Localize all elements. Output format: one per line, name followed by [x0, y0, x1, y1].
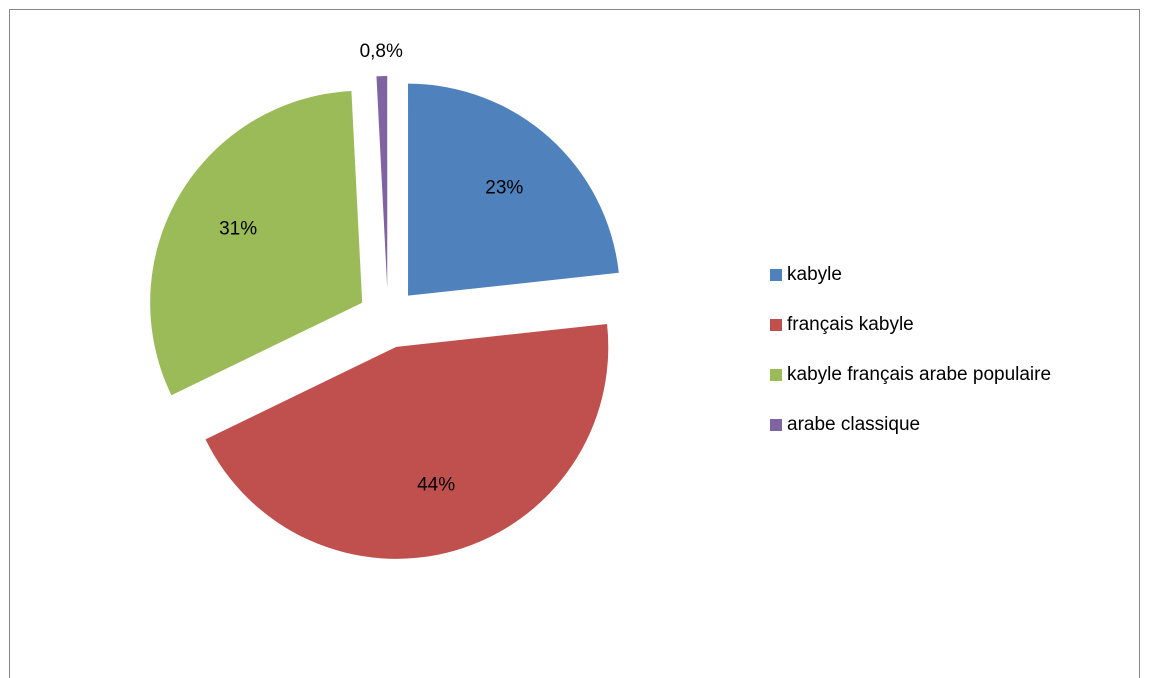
legend-label: arabe classique [787, 414, 920, 435]
chart-border [9, 9, 1140, 678]
legend-label: kabyle français arabe populaire [787, 364, 1051, 385]
pie-slice [408, 83, 619, 296]
legend-swatch [770, 369, 782, 381]
pie-slice [376, 76, 388, 289]
legend-label: français kabyle [787, 314, 914, 335]
legend-swatch [770, 419, 782, 431]
pie-slice [205, 323, 609, 559]
legend-swatch [770, 269, 782, 281]
data-label: 0,8% [360, 41, 403, 62]
data-label: 31% [219, 218, 257, 239]
legend-swatch [770, 319, 782, 331]
data-label: 44% [417, 474, 455, 495]
legend-label: kabyle [787, 264, 842, 285]
pie-slice [150, 90, 363, 396]
data-label: 23% [485, 177, 523, 198]
